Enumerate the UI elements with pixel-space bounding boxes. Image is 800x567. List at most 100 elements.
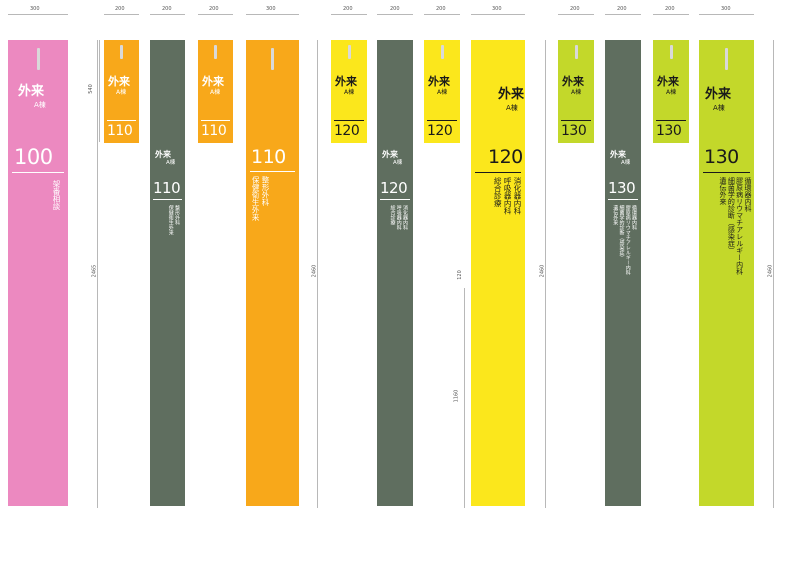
department-list: 循環器内科 膠原病リウマチアレルギー内科 細菌学的診断（感染症） 遺伝外来 [718, 177, 752, 275]
dim-label: 200 [436, 6, 446, 12]
department-name: 循環器内科 [744, 177, 752, 212]
sign-panel-120-short-2: 外来 A棟 120 [424, 40, 460, 143]
dim-line [377, 14, 413, 15]
department-name: 消化器内科 [402, 205, 408, 230]
dim-line [246, 14, 299, 15]
building-label: 外来 [108, 75, 130, 88]
dim-line [699, 14, 754, 15]
dim-line [99, 40, 100, 142]
divider-rule [703, 172, 750, 173]
hanger-bracket [271, 48, 274, 70]
wing-label: A棟 [571, 89, 582, 96]
dim-line [424, 14, 460, 15]
sign-panel-110-short: 外来 A棟 110 [104, 40, 139, 143]
dim-line [198, 14, 233, 15]
dim-line [331, 14, 367, 15]
dim-label: 300 [266, 6, 276, 12]
building-label: 外来 [562, 75, 584, 88]
dim-label: 200 [115, 6, 125, 12]
room-number: 110 [107, 123, 133, 139]
dim-label: 300 [30, 6, 40, 12]
wing-label: A棟 [34, 101, 46, 109]
dim-label: 540 [87, 84, 94, 94]
dim-label: 300 [492, 6, 502, 12]
department-name: 保健衛生外来 [167, 205, 174, 235]
divider-rule [380, 199, 410, 200]
room-number: 130 [608, 179, 636, 197]
dim-label: 200 [570, 6, 580, 12]
dim-label: 300 [721, 6, 731, 12]
dim-line [464, 288, 465, 508]
wing-label: A棟 [506, 104, 518, 112]
divider-rule [561, 120, 591, 121]
wing-label: A棟 [437, 89, 448, 96]
wing-label: A棟 [344, 89, 355, 96]
department-name: 保健衛生外来 [251, 176, 261, 221]
building-label: 外来 [610, 150, 626, 159]
sign-panel-120-short: 外来 A棟 120 [331, 40, 367, 143]
dim-label: 2460 [311, 264, 318, 278]
department-name: 総合診療 [493, 177, 503, 207]
divider-rule [656, 120, 686, 121]
building-label: 外来 [498, 87, 525, 102]
hanger-bracket [669, 45, 673, 59]
dim-label: 200 [665, 6, 675, 12]
divider-rule [107, 120, 136, 121]
room-number: 130 [561, 123, 587, 139]
dim-line [605, 14, 641, 15]
department-list: 循環器内科 膠原病リウマチアレルギー内科 細菌学的診断（感染症） 遺伝外来 [612, 205, 637, 275]
room-number: 110 [251, 146, 286, 168]
sign-panel-100: 外来 A棟 100 架番相談 [8, 40, 68, 506]
divider-rule [201, 120, 230, 121]
dim-label: 120 [456, 270, 463, 280]
room-number: 130 [704, 146, 739, 168]
department-name: 循環器内科 [631, 205, 637, 230]
department-name: 消化器内科 [513, 177, 522, 215]
panel-background [8, 40, 68, 506]
department-name: 膠原病リウマチアレルギー内科 [624, 205, 631, 275]
wing-label: A棟 [621, 160, 631, 166]
divider-rule [475, 172, 521, 173]
dim-label: 200 [390, 6, 400, 12]
dim-line [97, 40, 98, 508]
hanger-bracket [574, 45, 578, 59]
department-name: 整形外科 [261, 176, 270, 206]
dim-line [558, 14, 594, 15]
sign-panel-120-gray: 外来 A棟 120 消化器内科 呼吸器内科 総合診療 [377, 40, 413, 506]
divider-rule [334, 120, 364, 121]
wing-label: A棟 [166, 160, 176, 166]
room-number: 120 [380, 179, 408, 197]
hanger-bracket [725, 48, 728, 70]
sign-panel-130-gray: 外来 A棟 130 循環器内科 膠原病リウマチアレルギー内科 細菌学的診断（感染… [605, 40, 641, 506]
dim-label: 200 [343, 6, 353, 12]
wing-label: A棟 [116, 89, 127, 96]
building-label: 外来 [657, 75, 679, 88]
hanger-bracket [36, 48, 40, 70]
hanger-bracket [347, 45, 351, 59]
divider-rule [250, 171, 295, 172]
dim-line [471, 14, 525, 15]
wing-label: A棟 [210, 89, 221, 96]
room-number: 120 [334, 123, 360, 139]
hanger-bracket [440, 45, 444, 59]
dim-line [150, 14, 185, 15]
department-list: 整形外科 保健衛生外来 [168, 205, 180, 235]
sign-panel-120-tall: 外来 A棟 120 消化器内科 呼吸器内科 総合診療 [471, 40, 525, 506]
sign-panel-130-short: 外来 A棟 130 [558, 40, 594, 143]
wing-label: A棟 [666, 89, 677, 96]
department-name: 遺伝外来 [612, 205, 619, 225]
hanger-bracket [120, 45, 123, 59]
divider-rule [608, 199, 638, 200]
divider-rule [153, 199, 182, 200]
room-number: 110 [201, 123, 227, 139]
department-list: 整形外科 保健衛生外来 [251, 176, 270, 221]
dim-label: 200 [209, 6, 219, 12]
department-list: 架番相談 [52, 180, 61, 210]
department-name: 総合診療 [389, 205, 396, 225]
dim-line [317, 40, 318, 508]
department-name: 整形外科 [174, 205, 180, 225]
building-label: 外来 [202, 75, 224, 88]
department-name: 細菌学的診断（感染症） [618, 205, 625, 260]
department-name: 遺伝外来 [718, 177, 727, 205]
